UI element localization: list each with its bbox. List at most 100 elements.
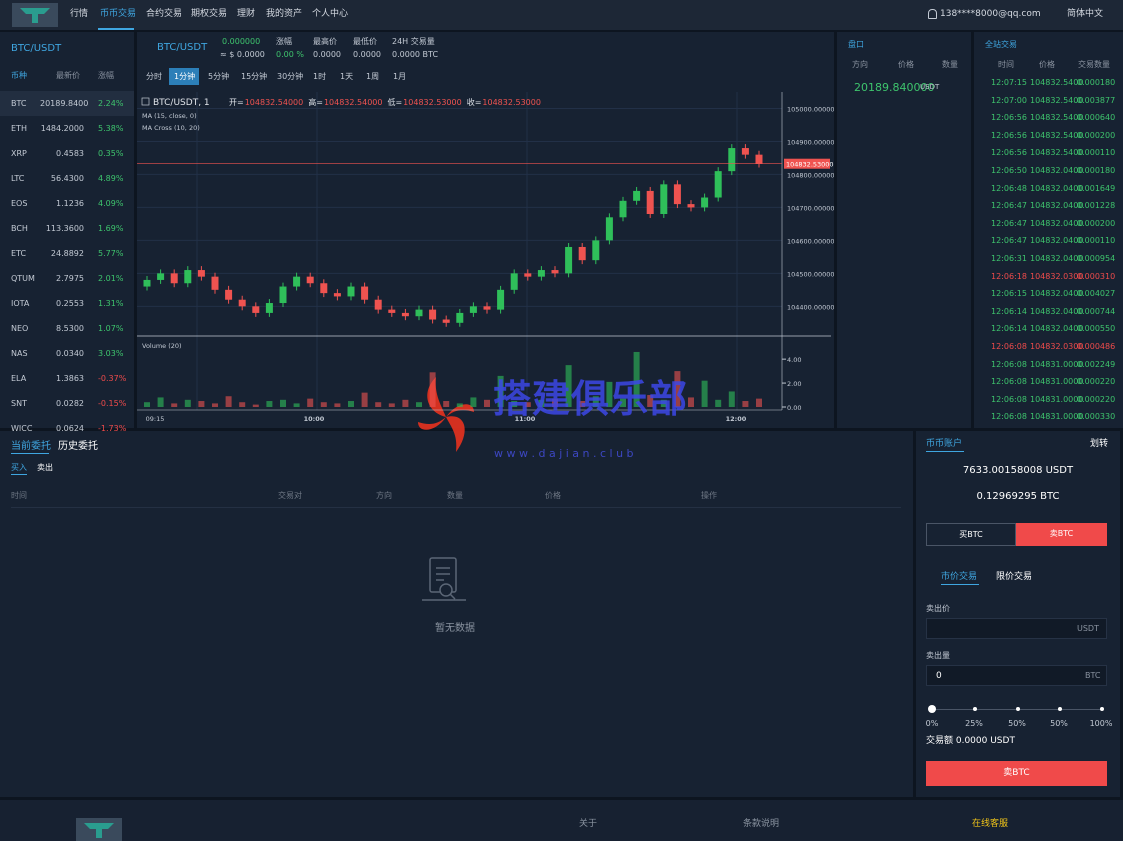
slider-dot[interactable] (972, 707, 977, 711)
interval[interactable]: 15分钟 (241, 72, 268, 81)
subtab[interactable]: 买入 (11, 463, 27, 472)
footer-link[interactable]: 关于 (579, 819, 598, 829)
volume-bar (565, 365, 572, 407)
coin-name: EOS (11, 199, 28, 208)
language[interactable]: 简体中文 (1067, 9, 1104, 19)
mode-tab[interactable]: 限价交易 (996, 572, 1033, 582)
nav-item[interactable]: 行情 (70, 9, 89, 19)
nav-item[interactable]: 个人中心 (312, 9, 349, 19)
candle-body (551, 270, 559, 274)
trade-time: 12:06:50 (991, 166, 1027, 175)
volume-bar (470, 397, 477, 407)
nav-item[interactable]: 期权交易 (191, 9, 228, 19)
trade-amount: 0.000180 (1077, 78, 1116, 87)
trade-price: 104832.5400 (1030, 78, 1084, 87)
candle-body (660, 184, 668, 214)
transfer[interactable]: 划转 (1090, 439, 1109, 449)
footer-link[interactable]: 条款说明 (743, 819, 780, 829)
volume-bar (538, 399, 545, 407)
nav-item[interactable]: 合约交易 (146, 9, 183, 19)
slider-dot[interactable] (1015, 707, 1020, 711)
trade-time: 12:06:56 (991, 148, 1027, 158)
trade-time: 12:06:15 (991, 289, 1027, 299)
nav-item[interactable]: 我的资产 (266, 9, 303, 19)
stat-label: 24H 交易量 (392, 37, 435, 46)
market-row[interactable] (0, 91, 134, 116)
volume-bar (429, 372, 436, 407)
buy-tab[interactable]: 买BTC (926, 523, 1016, 546)
orderbook-panel: 盘口 方向 价格 数量 20189.840000 USDT (837, 32, 971, 428)
price-input[interactable]: USDT (926, 618, 1107, 639)
interval[interactable]: 1分钟 (174, 72, 196, 81)
trade-amount: 0.000310 (1077, 271, 1116, 281)
submit-button[interactable]: 卖BTC (926, 761, 1107, 786)
ohlc-label: 高= (308, 97, 323, 107)
column-header: 交易对 (278, 491, 302, 500)
coin-price: 20189.8400 (40, 99, 89, 108)
candle-body (415, 309, 423, 317)
trade-amount: 0.000180 (1077, 166, 1116, 175)
price-tick: 104900.00000 (787, 138, 834, 146)
orderbook-price: 20189.840000 (854, 81, 935, 94)
candle-body (252, 306, 260, 313)
volume-bar (620, 398, 626, 407)
subtab[interactable]: 卖出 (37, 463, 53, 472)
candle-body (306, 276, 314, 284)
interval[interactable]: 30分钟 (277, 72, 304, 81)
coin-change: -0.37% (98, 374, 127, 383)
price-tick: 104400.00000 (787, 303, 834, 311)
trade-time: 12:06:48 (991, 183, 1027, 193)
trade-price: 104832.0400 (1030, 183, 1084, 193)
interval[interactable]: 1天 (340, 72, 354, 81)
trade-amount: 0.003877 (1077, 95, 1116, 105)
volume-bar (715, 399, 722, 407)
footer-link[interactable]: 在线客服 (972, 819, 1009, 829)
column-header: 数量 (447, 491, 463, 500)
volume-bar (212, 403, 218, 407)
volume-bar (728, 391, 735, 407)
tab[interactable]: 历史委托 (58, 441, 98, 452)
trade-price: 104831.0000 (1030, 412, 1084, 422)
trade-time: 12:06:14 (991, 306, 1027, 316)
column-header: 币种 (11, 71, 27, 80)
candle-body (225, 289, 233, 300)
volume-title: Volume (20) (142, 342, 182, 350)
nav-item[interactable]: 理财 (237, 9, 256, 19)
interval[interactable]: 1月 (393, 72, 407, 81)
candle-body (741, 148, 749, 155)
coin-price: 24.8892 (50, 249, 84, 258)
sell-tab[interactable]: 卖BTC (1016, 523, 1107, 546)
empty-icon (422, 557, 466, 601)
column-header: 涨幅 (98, 71, 114, 80)
mode-tab[interactable]: 市价交易 (941, 572, 978, 582)
header-rule (11, 507, 901, 508)
interval[interactable]: 1周 (366, 72, 380, 81)
chart-panel: BTC/USDT 0.000000 ≈ $ 0.0000 涨幅 0.00 % 最高价 0.0… (137, 32, 834, 428)
trade-price: 104831.0000 (1030, 359, 1084, 369)
column-header: 操作 (701, 491, 717, 500)
tab[interactable]: 当前委托 (11, 441, 51, 452)
ticker-price-usd: ≈ $ 0.0000 (220, 50, 265, 59)
column-header: 交易数量 (1078, 60, 1110, 69)
trade-amount: 0.004027 (1077, 289, 1116, 299)
slider-dot[interactable] (928, 705, 936, 713)
volume-tick-label: 2.00 (787, 380, 801, 388)
interval[interactable]: 1时 (313, 72, 327, 81)
qty-value: 0 (936, 671, 942, 681)
nav-item[interactable]: 币币交易 (100, 9, 137, 19)
qty-input[interactable]: 0 BTC (926, 665, 1107, 686)
trade-amount: 0.000550 (1077, 324, 1116, 334)
interval[interactable]: 分时 (146, 72, 162, 81)
slider-dot[interactable] (1057, 707, 1062, 711)
interval[interactable]: 5分钟 (208, 72, 230, 81)
trade-time: 12:07:15 (991, 78, 1027, 87)
slider-dot[interactable] (1099, 707, 1104, 711)
trade-amount: 交易额 0.0000 USDT (926, 736, 1015, 746)
candle-body (483, 306, 491, 310)
symbol: BTC/USDT, 1 (153, 98, 210, 108)
trade-time: 12:06:08 (991, 412, 1027, 422)
volume-bar (266, 401, 273, 407)
subtab-underline (11, 474, 27, 475)
coin-name: BCH (11, 224, 28, 233)
